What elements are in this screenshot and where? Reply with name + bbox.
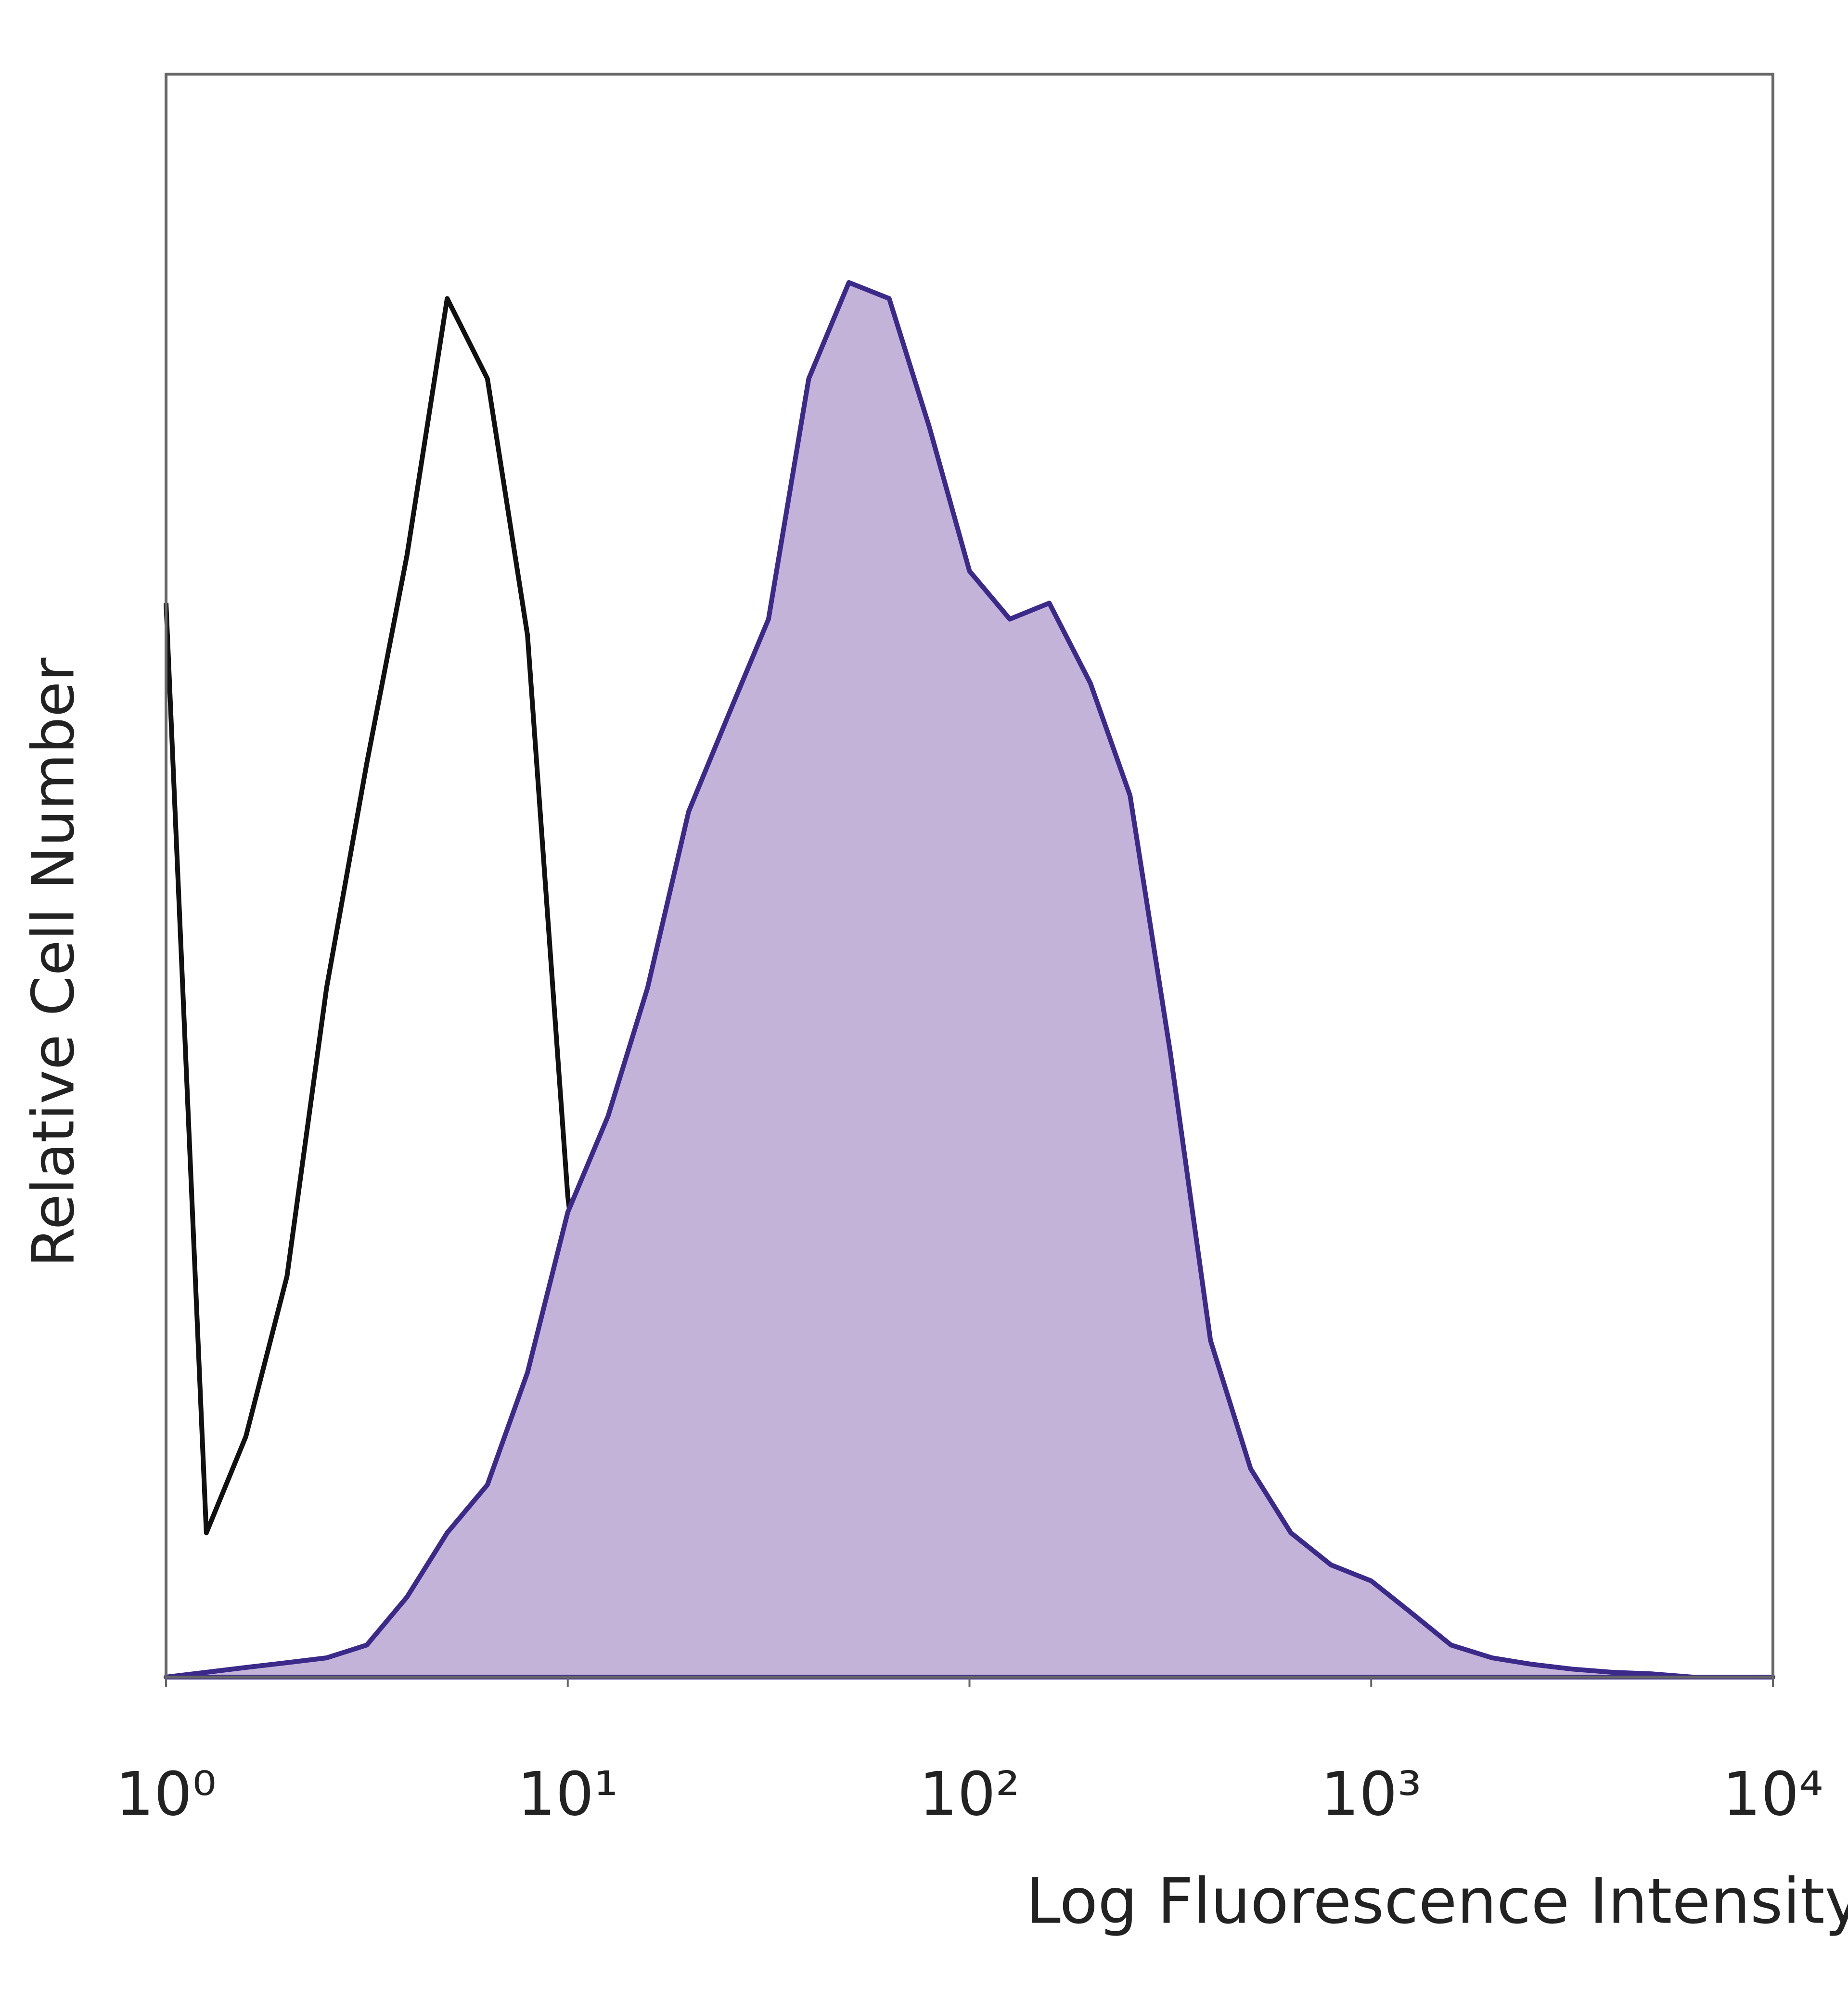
x-tick-label: 10² (919, 1759, 1020, 1829)
x-tick-label: 10⁰ (116, 1759, 216, 1829)
x-tick-label: 10¹ (517, 1759, 618, 1829)
histogram-line (164, 280, 1775, 1679)
x-tick-label: 10³ (1321, 1759, 1422, 1829)
x-axis-label: Log Fluorescence Intensity (1026, 1865, 1848, 1938)
y-axis-label: Relative Cell Number (21, 657, 88, 1267)
x-tick-label: 10⁴ (1722, 1759, 1823, 1829)
